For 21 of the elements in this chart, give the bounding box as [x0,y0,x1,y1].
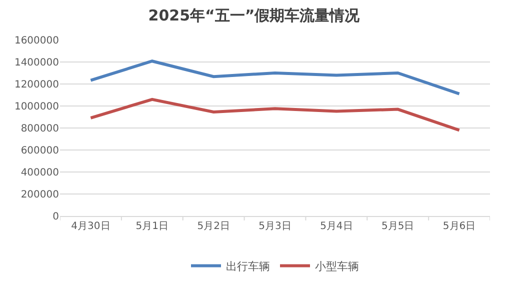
y-tick-label: 400000 [20,168,59,178]
chart-title: 2025年“五一”假期车流量情况 [148,6,361,25]
y-tick-label: 600000 [20,146,59,156]
x-tick-label: 5月4日 [320,221,353,232]
y-tick-label: 1400000 [14,58,59,68]
x-tick-label: 5月3日 [258,221,292,232]
y-tick-label: 1200000 [14,80,59,90]
x-tick-label: 5月5日 [381,221,414,232]
y-tick-label: 0 [52,212,59,222]
y-tick-label: 800000 [20,124,59,134]
line-series [89,60,461,96]
x-tick-label: 5月2日 [197,221,230,232]
legend-label: 小型车辆 [315,260,359,273]
x-tick-label: 4月30日 [71,221,110,232]
x-tick-label: 5月1日 [136,221,169,232]
y-tick-label: 200000 [20,190,59,200]
legend-label: 出行车辆 [226,260,270,273]
y-tick-label: 1000000 [14,102,59,112]
x-tick-label: 5月6日 [442,221,476,232]
line-series [89,98,461,132]
y-tick-label: 1600000 [14,36,59,46]
